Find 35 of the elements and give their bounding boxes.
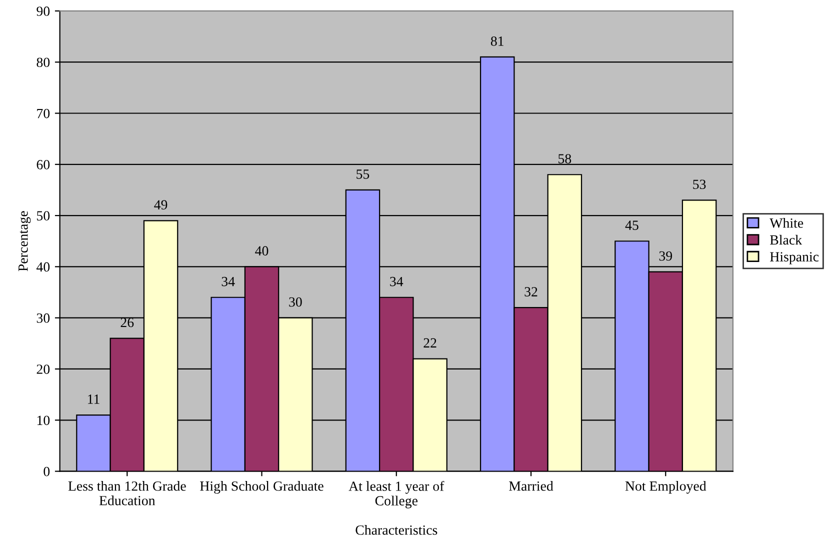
data-label: 26 xyxy=(120,318,134,328)
legend-label: White xyxy=(770,218,804,228)
y-tick-label: 40 xyxy=(36,262,50,272)
data-label: 22 xyxy=(424,338,436,348)
data-label: 49 xyxy=(154,200,168,210)
legend-label: Black xyxy=(770,234,802,245)
y-tick-label: 0 xyxy=(44,466,50,476)
y-tick-label: 30 xyxy=(36,313,50,323)
data-label: 39 xyxy=(659,251,672,261)
y-tick-label: 50 xyxy=(37,211,50,220)
data-label: 40 xyxy=(255,246,268,256)
legend-label: Hispanic xyxy=(770,252,819,264)
x-tick-label: Less than 12th Grade Education xyxy=(68,481,186,506)
y-tick-label: 10 xyxy=(37,416,50,426)
data-label: 30 xyxy=(289,297,302,307)
data-label: 11 xyxy=(88,394,100,404)
y-tick-label: 70 xyxy=(37,108,50,118)
data-label: 55 xyxy=(356,170,370,179)
x-tick-label: High School Graduate xyxy=(200,481,324,494)
data-label: 53 xyxy=(693,180,706,190)
y-tick-label: 20 xyxy=(36,364,50,374)
y-tick-label: 80 xyxy=(36,58,50,68)
x-tick-label: Not Employed xyxy=(625,481,706,494)
x-tick-label: Married xyxy=(509,481,554,491)
data-label: 81 xyxy=(490,36,504,46)
x-tick-label: At least 1 year of College xyxy=(348,481,444,508)
data-label: 34 xyxy=(222,276,235,286)
y-axis-title: Percentage xyxy=(18,211,31,272)
data-label: 32 xyxy=(524,287,538,296)
x-axis-title: Characteristics xyxy=(356,525,438,535)
y-tick-label: 60 xyxy=(36,160,50,170)
data-label: 34 xyxy=(390,276,404,286)
data-label: 45 xyxy=(625,220,638,230)
y-tick-label: 90 xyxy=(36,6,50,16)
data-label: 58 xyxy=(558,154,572,164)
